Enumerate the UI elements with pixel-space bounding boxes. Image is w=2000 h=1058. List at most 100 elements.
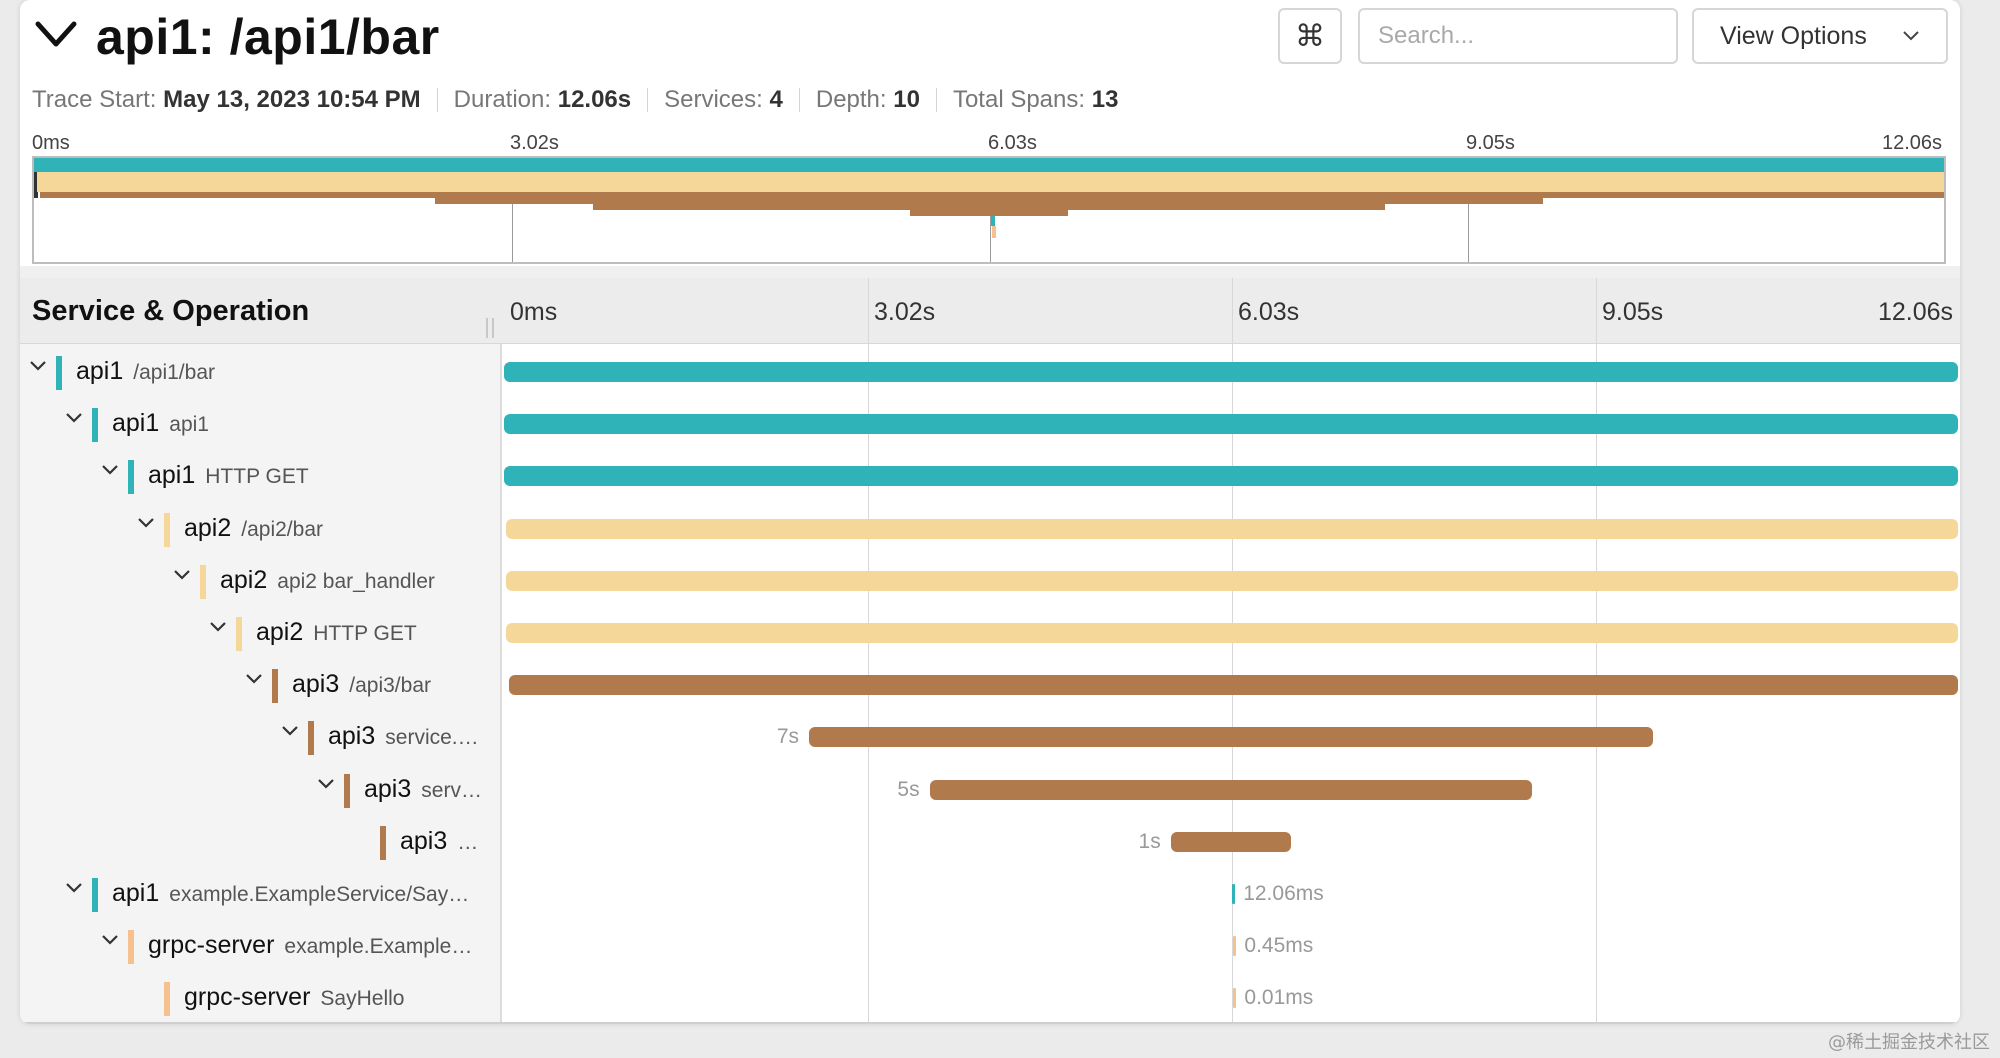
service-name: api1 (112, 879, 160, 907)
service-name: api3 (400, 826, 448, 855)
service-color-indicator (92, 878, 98, 912)
chevron-down-icon[interactable] (316, 777, 338, 799)
span-bar[interactable] (1233, 936, 1237, 957)
service-color-indicator (200, 564, 206, 599)
minimap-span-bar (37, 172, 1944, 192)
operation-name: example.ExampleService/Say… (169, 883, 470, 906)
span-duration-label: 1s (1138, 829, 1161, 853)
timeline-tick-label: 0ms (510, 298, 558, 326)
span-bar[interactable] (929, 779, 1533, 800)
span-bar[interactable] (1233, 988, 1237, 1009)
service-name: api2 (220, 565, 268, 594)
timeline-tick-label: 6.03s (1238, 298, 1300, 326)
span-bar[interactable] (506, 570, 1958, 591)
timeline-gridline (868, 278, 869, 1024)
operation-name: example.Example… (284, 935, 473, 959)
chevron-down-icon[interactable] (172, 568, 194, 590)
span-row[interactable]: api2/api2/bar (20, 503, 1960, 555)
span-label[interactable]: api3 service.… (328, 722, 479, 751)
span-bar[interactable] (506, 518, 1958, 539)
span-duration-label: 12.06ms (1243, 882, 1324, 905)
chevron-down-icon[interactable] (100, 463, 122, 485)
chevron-down-icon[interactable] (280, 724, 302, 746)
span-bar[interactable] (809, 727, 1653, 748)
span-row[interactable]: api1/api1/bar (20, 346, 1960, 398)
divider (798, 88, 800, 112)
span-label[interactable]: api1 example.ExampleService/Say… (112, 879, 469, 908)
span-bar[interactable] (1232, 884, 1236, 904)
span-row[interactable]: api1 api1 (20, 398, 1960, 450)
span-row[interactable]: api3 service.… 7s (20, 711, 1960, 763)
service-color-indicator (56, 356, 62, 390)
span-label[interactable]: api2 api2 bar_handler (220, 566, 435, 595)
trace-total-spans: Total Spans: 13 (952, 86, 1119, 113)
chevron-down-icon[interactable] (136, 516, 158, 538)
span-label[interactable]: api1 HTTP GET (148, 461, 309, 490)
span-label[interactable]: api2/api2/bar (184, 514, 323, 543)
minimap-gridline (512, 158, 513, 262)
operation-name: api1 (169, 413, 209, 437)
chevron-down-icon[interactable] (28, 359, 50, 381)
chevron-down-icon[interactable] (244, 672, 266, 694)
span-row[interactable]: api1 example.ExampleService/Say… 12.06ms (20, 868, 1960, 920)
span-row[interactable]: api2 api2 bar_handler (20, 555, 1960, 607)
span-bar[interactable] (504, 466, 1958, 487)
service-name: api1 (148, 461, 196, 490)
span-row[interactable]: grpc-server example.Example… 0.45ms (20, 920, 1960, 972)
chevron-down-icon[interactable] (100, 933, 122, 955)
span-label[interactable]: grpc-server example.Example… (148, 931, 472, 960)
span-bar[interactable] (504, 414, 1958, 435)
operation-name: api2 bar_handler (277, 569, 435, 593)
span-label[interactable]: grpc-server SayHello (184, 983, 404, 1012)
column-title-service-operation: Service & Operation (32, 295, 310, 327)
service-color-indicator (308, 721, 314, 756)
span-label[interactable]: api1/api1/bar (76, 357, 215, 386)
span-label[interactable]: api3/api3/bar (292, 670, 431, 699)
operation-name: /api1/bar (133, 361, 215, 384)
search-input[interactable] (1358, 8, 1678, 64)
divider (20, 266, 1960, 278)
service-name: api3 (364, 774, 412, 803)
span-row[interactable]: api2 HTTP GET (20, 607, 1960, 659)
operation-name: serv… (421, 778, 482, 802)
view-options-dropdown[interactable]: View Options (1692, 8, 1948, 64)
operation-name: SayHello (320, 987, 405, 1011)
keyboard-shortcuts-button[interactable]: ⌘ (1278, 8, 1342, 64)
timeline-gridline (1232, 278, 1233, 1024)
span-bar[interactable] (506, 623, 1958, 643)
trace-title: api1: /api1/bar (96, 9, 440, 65)
service-name: grpc-server (148, 931, 275, 960)
span-row[interactable]: api3 serv… 5s (20, 764, 1960, 816)
divider (436, 88, 438, 112)
column-resize-handle[interactable] (486, 318, 494, 338)
chevron-down-icon[interactable] (64, 411, 86, 433)
service-color-indicator (128, 460, 134, 495)
minimap-span-bar (34, 158, 1944, 172)
minimap-tick-label: 0ms (32, 132, 70, 154)
span-row[interactable]: api3 … 1s (20, 816, 1960, 868)
operation-name: … (457, 830, 479, 854)
service-color-indicator (128, 930, 134, 965)
span-row[interactable]: grpc-server SayHello 0.01ms (20, 972, 1960, 1024)
span-row[interactable]: api1 HTTP GET (20, 450, 1960, 502)
minimap-left-handle[interactable] (34, 158, 38, 198)
span-bar[interactable] (508, 675, 1958, 696)
table-header: Service & Operation 0ms 3.02s 6.03s 9.05… (20, 278, 1960, 344)
trace-start: Trace Start: May 13, 2023 10:54 PM (32, 86, 421, 113)
span-label[interactable]: api2 HTTP GET (256, 618, 417, 647)
chevron-down-icon[interactable] (32, 14, 80, 58)
span-label[interactable]: api3 … (400, 827, 478, 856)
divider (647, 88, 649, 112)
divider (935, 88, 937, 112)
span-row[interactable]: api3/api3/bar (20, 659, 1960, 711)
chevron-down-icon[interactable] (208, 620, 230, 642)
span-bar[interactable] (504, 362, 1958, 382)
service-name: api3 (292, 670, 340, 699)
span-bar[interactable] (1170, 831, 1292, 852)
trace-minimap[interactable] (32, 156, 1946, 264)
span-label[interactable]: api3 serv… (364, 775, 482, 804)
operation-name: /api2/bar (241, 517, 323, 541)
chevron-down-icon[interactable] (64, 881, 86, 903)
operation-name: /api3/bar (349, 674, 431, 698)
span-label[interactable]: api1 api1 (112, 409, 209, 438)
